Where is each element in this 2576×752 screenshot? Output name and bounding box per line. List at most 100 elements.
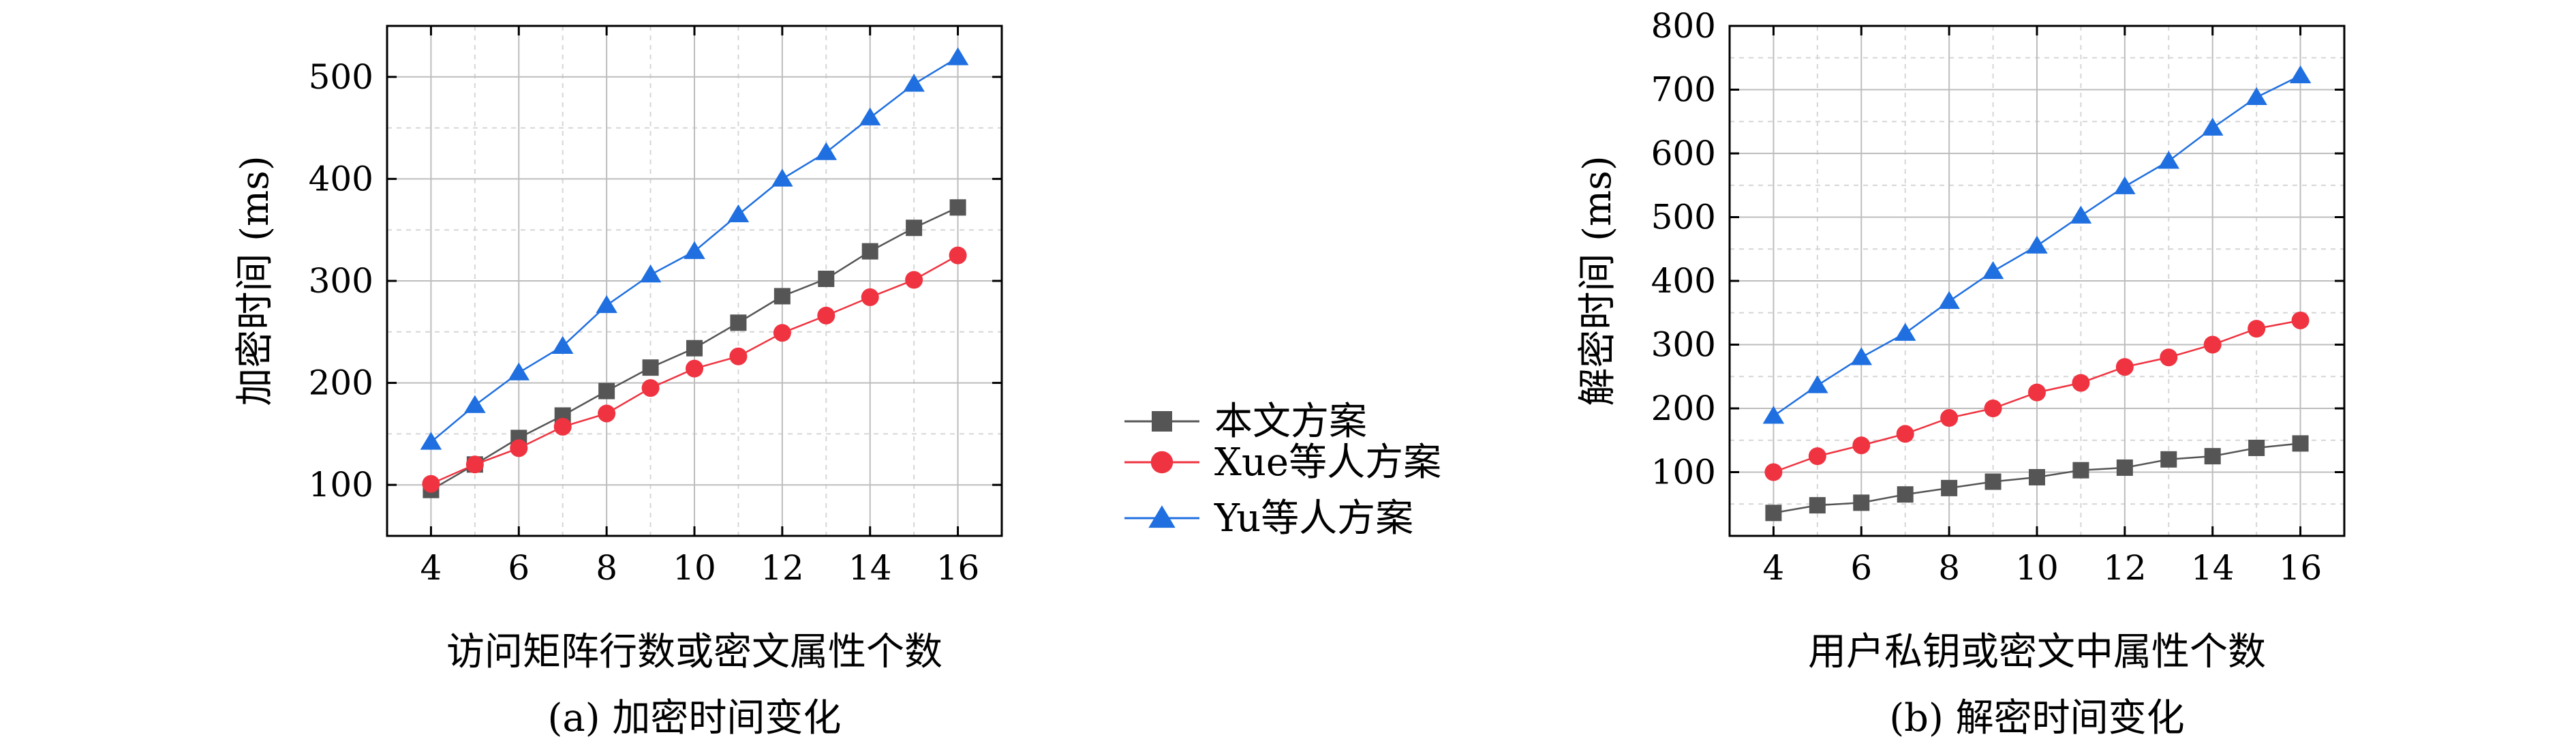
data-point bbox=[598, 382, 615, 400]
data-point bbox=[686, 340, 703, 357]
data-point bbox=[641, 379, 660, 397]
data-point bbox=[817, 306, 835, 325]
x-tick-label: 8 bbox=[596, 548, 617, 588]
data-point bbox=[905, 271, 923, 289]
x-tick-label: 14 bbox=[848, 548, 892, 588]
legend-item: 本文方案 bbox=[1124, 400, 1367, 444]
data-point bbox=[1941, 479, 1958, 496]
data-point bbox=[684, 241, 705, 259]
y-axis-label: 加密时间 (ms) bbox=[233, 155, 277, 406]
x-tick-label: 16 bbox=[936, 548, 980, 588]
data-point bbox=[2289, 65, 2312, 84]
data-point bbox=[510, 439, 528, 457]
x-tick-label: 12 bbox=[761, 548, 804, 588]
legend-marker bbox=[1148, 505, 1176, 528]
y-tick-label: 400 bbox=[1651, 261, 1716, 301]
data-point bbox=[1938, 290, 1960, 310]
data-point bbox=[2114, 176, 2136, 194]
data-point bbox=[1982, 260, 2004, 280]
x-axis-ticks: 4 6 8 10 12 14 16 bbox=[420, 26, 980, 588]
legend-label: 本文方案 bbox=[1214, 400, 1367, 444]
y-tick-label: 200 bbox=[309, 363, 373, 403]
legend-label: Xue等人方案 bbox=[1214, 440, 1441, 485]
data-point bbox=[2291, 311, 2310, 329]
data-point bbox=[551, 335, 574, 354]
series-3 bbox=[1762, 65, 2312, 424]
data-point bbox=[553, 417, 572, 436]
data-point bbox=[2160, 451, 2177, 468]
data-point bbox=[1808, 447, 1826, 466]
data-point bbox=[1984, 473, 2002, 490]
x-axis-label: 用户私钥或密文中属性个数 bbox=[1808, 630, 2266, 674]
data-point bbox=[2072, 374, 2090, 392]
legend-label: Yu等人方案 bbox=[1214, 496, 1413, 541]
data-point bbox=[422, 475, 440, 493]
y-axis-ticks: 100 200 300 400 500 bbox=[309, 57, 1002, 505]
data-point bbox=[949, 199, 966, 216]
data-point bbox=[2245, 87, 2267, 105]
data-point bbox=[949, 246, 967, 265]
data-point bbox=[2203, 335, 2222, 354]
data-point bbox=[1984, 400, 2002, 417]
data-point bbox=[642, 359, 659, 376]
y-tick-label: 700 bbox=[1651, 70, 1716, 110]
y-tick-label: 600 bbox=[1651, 134, 1716, 173]
legend-item: Xue等人方案 bbox=[1124, 440, 1441, 485]
data-point bbox=[771, 168, 793, 187]
y-tick-label: 300 bbox=[309, 261, 373, 301]
data-point bbox=[1897, 486, 1914, 503]
data-point bbox=[818, 271, 835, 288]
data-point bbox=[773, 288, 791, 305]
data-point bbox=[2029, 468, 2045, 485]
y-tick-label: 300 bbox=[1651, 325, 1716, 365]
data-point bbox=[1940, 409, 1959, 427]
series-2 bbox=[1764, 311, 2310, 481]
data-point bbox=[2248, 320, 2266, 338]
x-axis-ticks: 4 6 8 10 12 14 16 bbox=[1763, 26, 2322, 588]
panel-encryption-time: 4 6 8 10 12 14 16 100 200 300 400 500 访问矩阵行数或密文属性个数 加… bbox=[233, 25, 1003, 740]
series-1 bbox=[1765, 435, 2309, 522]
data-point bbox=[2026, 235, 2048, 254]
data-point bbox=[639, 265, 662, 283]
data-point bbox=[1764, 463, 1783, 481]
x-tick-label: 4 bbox=[1763, 548, 1785, 588]
x-tick-label: 12 bbox=[2103, 548, 2147, 588]
y-tick-label: 100 bbox=[309, 465, 373, 505]
data-point bbox=[1852, 436, 1871, 455]
data-point bbox=[1765, 505, 1782, 522]
data-point bbox=[465, 455, 484, 474]
data-point bbox=[2115, 358, 2134, 376]
data-point bbox=[815, 142, 838, 160]
major-grid bbox=[387, 26, 1002, 536]
y-tick-label: 200 bbox=[1651, 389, 1716, 428]
x-tick-label: 14 bbox=[2191, 548, 2235, 588]
data-point bbox=[773, 324, 791, 342]
data-point bbox=[1807, 375, 1828, 393]
data-point bbox=[1850, 347, 1873, 365]
x-axis-label: 访问矩阵行数或密文属性个数 bbox=[446, 630, 942, 674]
legend-marker bbox=[1152, 411, 1172, 432]
data-point bbox=[1809, 497, 1826, 514]
y-tick-label: 800 bbox=[1651, 6, 1716, 46]
data-point bbox=[1894, 322, 1916, 341]
legend-item: Yu等人方案 bbox=[1124, 496, 1413, 541]
data-point bbox=[2070, 205, 2092, 224]
data-point bbox=[2248, 439, 2265, 456]
data-point bbox=[861, 243, 878, 260]
y-tick-label: 500 bbox=[309, 57, 373, 97]
series-2 bbox=[422, 246, 967, 493]
data-point bbox=[464, 395, 486, 413]
data-point bbox=[903, 74, 925, 92]
data-point bbox=[420, 432, 442, 450]
x-tick-label: 6 bbox=[1850, 548, 1872, 588]
data-point bbox=[861, 288, 879, 306]
data-point bbox=[1896, 425, 1914, 443]
y-axis-label: 解密时间 (ms) bbox=[1576, 155, 1620, 406]
series-3 bbox=[420, 47, 969, 450]
data-point bbox=[2028, 383, 2046, 402]
y-tick-label: 100 bbox=[1651, 453, 1716, 492]
data-point bbox=[2116, 459, 2133, 476]
data-point bbox=[2158, 151, 2180, 169]
